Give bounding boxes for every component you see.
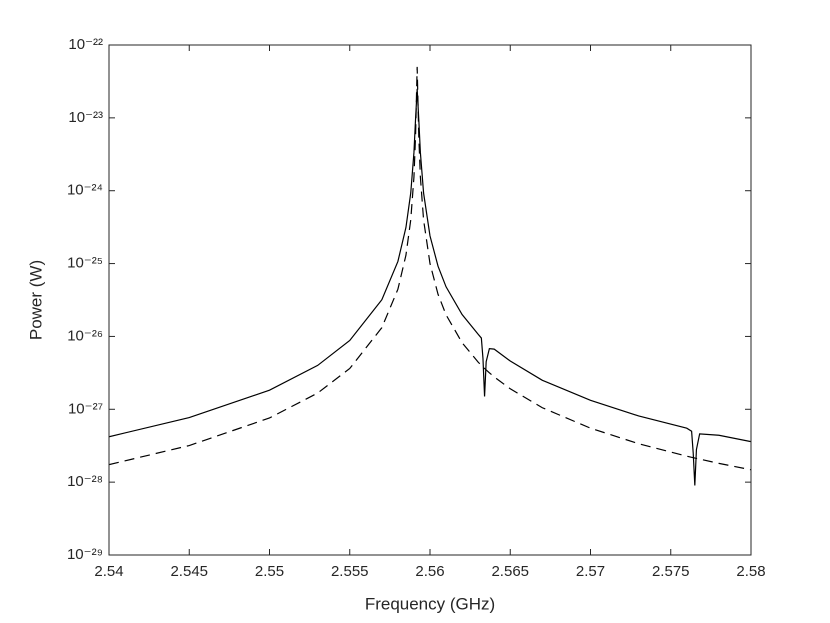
x-tick-label: 2.58 xyxy=(736,563,765,580)
y-tick-label: 10⁻²⁵ xyxy=(67,255,103,272)
x-tick-label: 2.56 xyxy=(415,563,444,580)
y-tick-label: 10⁻²⁴ xyxy=(67,182,103,199)
y-tick-label: 10⁻²² xyxy=(68,36,103,53)
series-line xyxy=(109,66,751,471)
y-axis-label: Power (W) xyxy=(26,260,45,340)
y-tick-label: 10⁻²⁸ xyxy=(67,473,103,490)
x-tick-label: 2.54 xyxy=(94,563,123,580)
x-tick-label: 2.555 xyxy=(331,563,369,580)
x-tick-label: 2.57 xyxy=(576,563,605,580)
x-axis-label: Frequency (GHz) xyxy=(365,594,495,613)
y-tick-label: 10⁻²⁶ xyxy=(67,327,103,344)
y-tick-label: 10⁻²³ xyxy=(68,109,103,126)
x-tick-label: 2.545 xyxy=(170,563,208,580)
plot-frame xyxy=(108,44,752,556)
y-tick-label: 10⁻²⁷ xyxy=(68,400,103,417)
series-line xyxy=(109,88,751,486)
x-tick-label: 2.55 xyxy=(255,563,284,580)
x-tick-label: 2.575 xyxy=(652,563,690,580)
x-tick-label: 2.565 xyxy=(491,563,529,580)
y-tick-label: 10⁻²⁹ xyxy=(67,546,103,563)
